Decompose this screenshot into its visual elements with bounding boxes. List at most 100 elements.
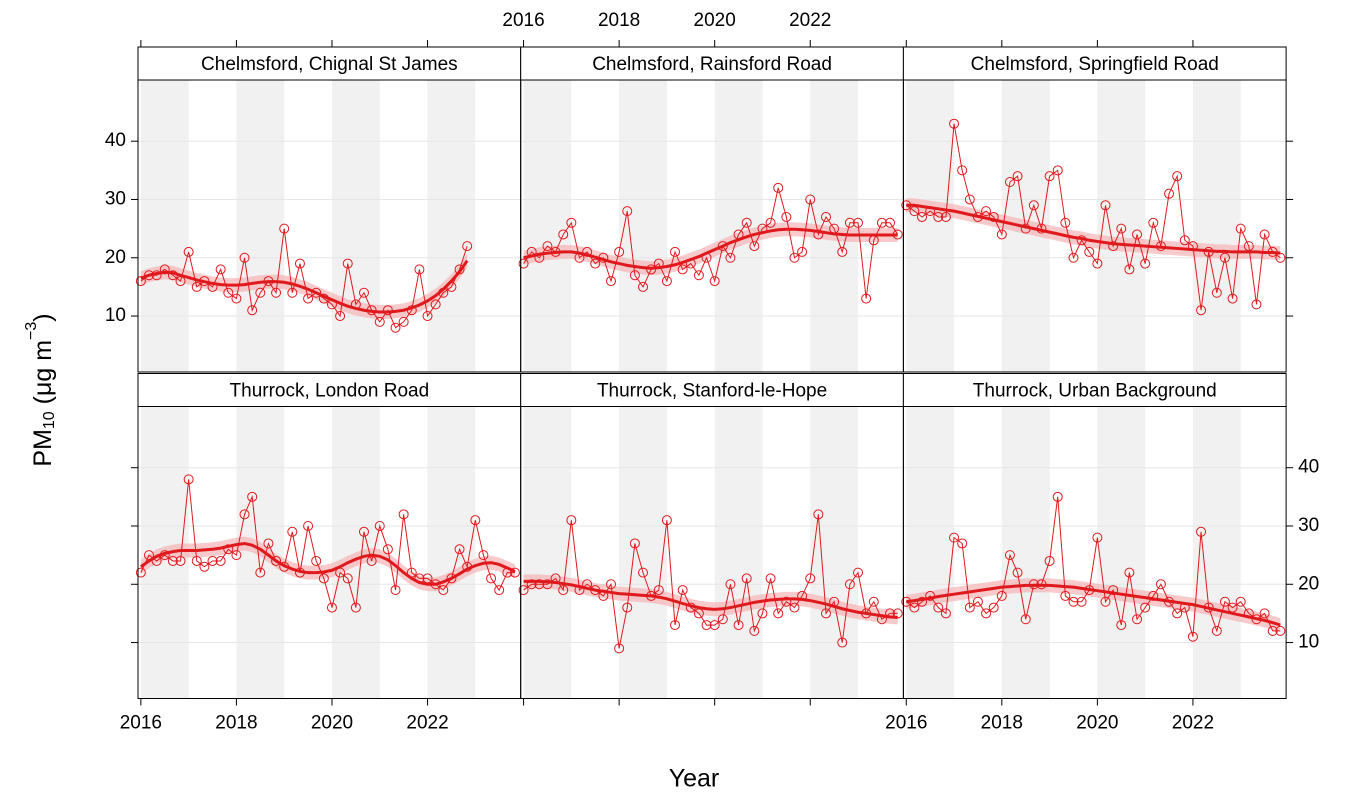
data-point [582,579,593,590]
data-point [1148,217,1159,228]
data-point [175,276,186,287]
data-point [629,270,640,281]
data-point [414,264,425,275]
data-point [318,573,329,584]
data-point [574,585,585,596]
data-point [1092,258,1103,269]
data-point [781,596,792,607]
data-point [1243,241,1254,252]
data-line [140,228,468,329]
data-point [1036,579,1047,590]
data-point [303,520,314,531]
data-point [1179,235,1190,246]
data-point [741,573,752,584]
x-axis-label: Year [669,765,720,793]
year-shade [523,406,572,699]
data-point [861,293,872,304]
data-point [590,585,601,596]
data-point [1084,246,1095,257]
panel-title: Chelmsford, Springfield Road [971,54,1219,75]
data-point [709,620,720,631]
data-point [1052,491,1063,502]
data-point [1084,585,1095,596]
data-point [143,550,154,561]
data-point [358,526,369,537]
data-point [1116,223,1127,234]
data-point [1155,241,1166,252]
data-point [335,567,346,578]
trend-line [139,541,516,586]
data-point [287,287,298,298]
data-point [933,602,944,613]
data-point [622,206,633,217]
data-point [454,264,465,275]
data-point [733,620,744,631]
data-point [526,579,537,590]
data-point [303,293,314,304]
data-point [1211,287,1222,298]
data-point [685,602,696,613]
data-point [542,241,553,252]
data-point [199,561,210,572]
data-point [606,276,616,287]
data-point [1187,631,1198,642]
data-point [255,287,266,298]
data-point [670,620,681,631]
data-point [996,229,1007,240]
data-point [486,573,497,584]
data-point [239,509,250,520]
strip [137,373,522,407]
data-point [1132,614,1143,625]
data-point [183,246,194,257]
data-point [462,241,473,252]
data-point [430,579,441,590]
data-point [1020,223,1031,234]
data-point [430,299,441,310]
year-shade [1001,406,1050,699]
data-point [1108,585,1119,596]
data-point [837,246,848,257]
data-point [574,252,585,263]
x-tick-label: 2022 [406,713,448,734]
data-point [159,550,170,561]
data-point [255,567,266,578]
data-point [446,573,457,584]
data-point [406,567,417,578]
data-point [733,229,744,240]
data-point [1196,526,1207,537]
data-point [358,287,369,298]
data-point [1076,235,1087,246]
data-point [239,252,250,263]
strip [902,46,1287,81]
data-point [215,264,226,275]
data-point [1267,246,1278,257]
data-point [917,596,928,607]
data-point [829,596,840,607]
data-point [1164,596,1175,607]
year-shade [427,406,476,699]
data-point [653,258,664,269]
data-point [454,544,465,555]
data-point [844,579,855,590]
data-point [876,217,887,228]
data-point [964,194,975,205]
y-label-part: 10 [41,411,58,429]
data-point [901,596,912,607]
trend-band [140,536,515,592]
data-point [757,608,768,619]
data-point [263,276,274,287]
data-point [964,602,975,613]
data-point [143,270,154,281]
panel-title: Thurrock, London Road [230,381,430,402]
data-point [558,585,569,596]
data-point [892,608,903,619]
data-point [478,550,489,561]
data-point [909,602,920,613]
data-point [981,206,992,217]
data-point [996,590,1007,601]
data-point [279,561,290,572]
data-point [1092,532,1103,543]
data-point [1068,252,1079,263]
data-point [701,252,712,263]
